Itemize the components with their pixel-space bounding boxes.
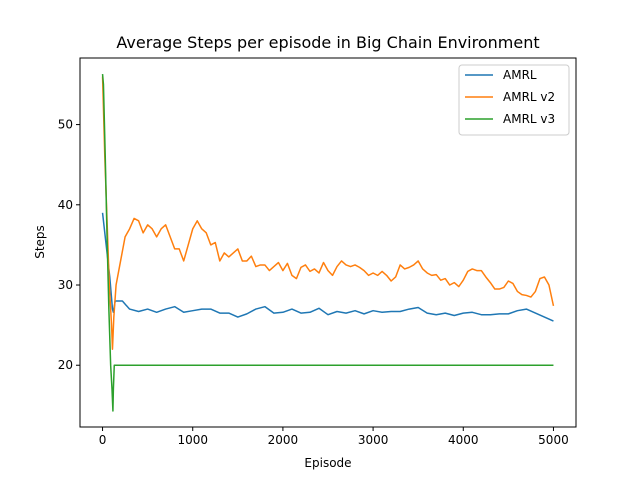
x-tick-label: 0: [99, 433, 107, 447]
plot-lines: [101, 73, 555, 412]
y-tick-label: 40: [58, 198, 73, 212]
series-line-2: [101, 76, 555, 350]
chart-title: Average Steps per episode in Big Chain E…: [116, 33, 539, 52]
legend-frame: [458, 64, 570, 136]
x-axis-label: Episode: [304, 456, 351, 470]
plot-area-frame: [79, 57, 577, 428]
legend-label: AMRL: [503, 68, 537, 82]
y-tick-label: 20: [58, 358, 73, 372]
legend: AMRL AMRL v2 AMRL v3: [458, 64, 570, 136]
x-tick-label: 2000: [268, 433, 299, 447]
x-tick-label: 3000: [358, 433, 389, 447]
y-axis-label: Steps: [33, 225, 47, 259]
y-tick-label: 50: [58, 118, 73, 132]
series-line-3: [101, 73, 554, 412]
x-tick-label: 4000: [448, 433, 479, 447]
x-tick-label: 1000: [177, 433, 208, 447]
y-tick-label: 30: [58, 278, 73, 292]
x-axis: 0 1000 2000 3000 4000 5000: [99, 427, 569, 447]
legend-label: AMRL v2: [503, 90, 555, 104]
y-axis: 20 30 40 50: [58, 118, 80, 372]
legend-label: AMRL v3: [503, 112, 555, 126]
series-line-1: [101, 212, 554, 322]
x-tick-label: 5000: [538, 433, 569, 447]
